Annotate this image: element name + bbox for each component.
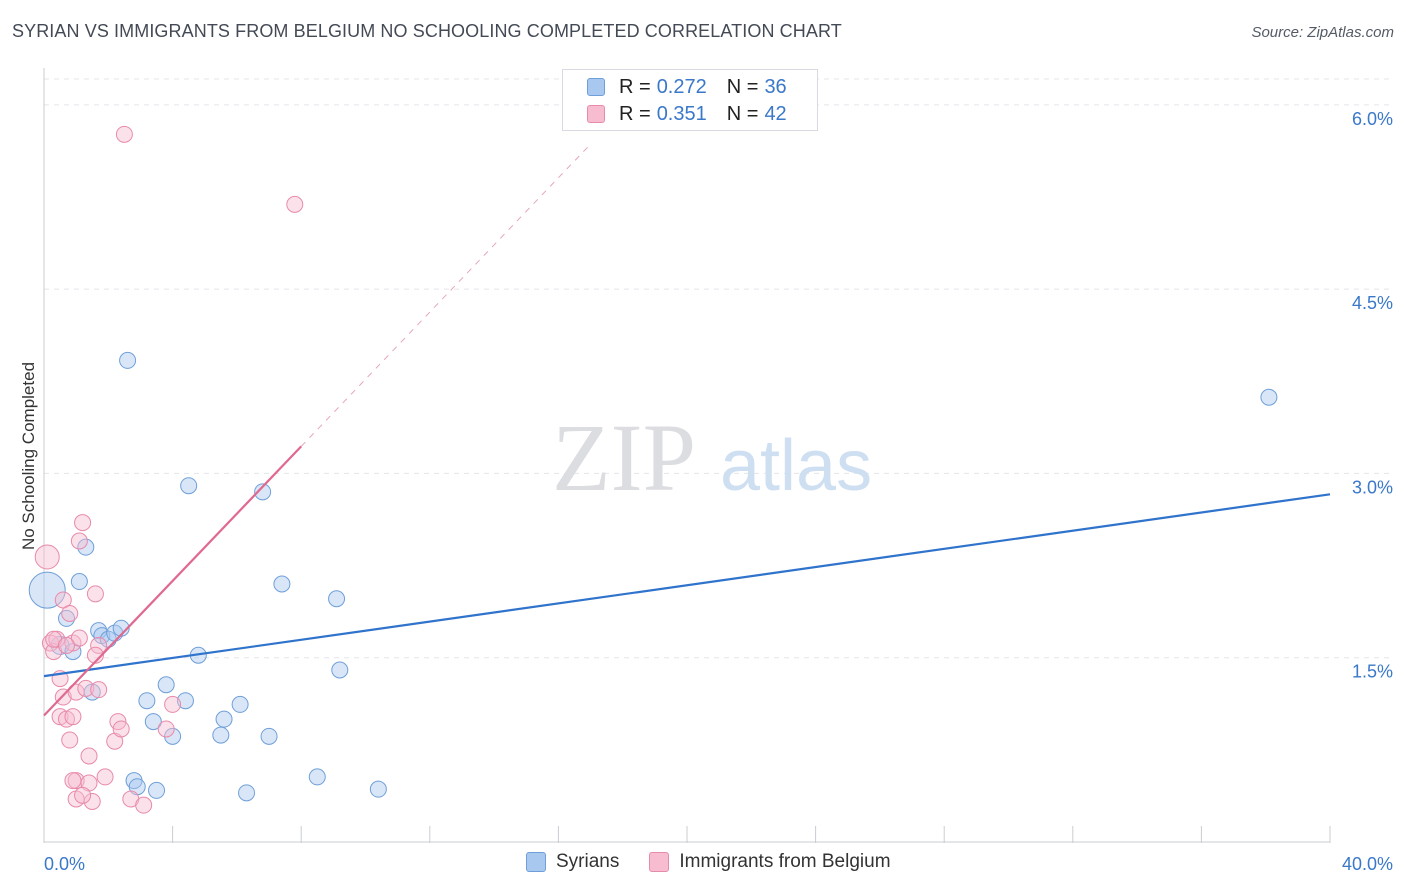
series-name-syrians: Syrians <box>556 851 620 872</box>
belgium-point <box>74 786 92 804</box>
belgium-point <box>115 125 133 143</box>
chart-title: SYRIAN VS IMMIGRANTS FROM BELGIUM NO SCH… <box>12 21 842 41</box>
syrians-point <box>157 676 175 694</box>
data-points <box>28 125 1278 814</box>
syrians-point <box>215 710 233 728</box>
legend-row-belgium: R = 0.351 N = 42 <box>587 101 787 127</box>
legend-n-value: 42 <box>764 102 787 125</box>
syrians-point <box>328 590 346 608</box>
tick-labels: 1.5% 3.0% 4.5% 6.0% 0.0% 40.0% <box>44 109 1393 874</box>
syrians-point <box>308 768 326 786</box>
belgium-point <box>96 768 114 786</box>
syrians-trend-line <box>43 493 1331 678</box>
belgium-trend-extension <box>300 143 591 447</box>
belgium-point <box>58 636 76 654</box>
y-tick-label: 1.5% <box>1352 662 1393 682</box>
syrians-point <box>231 695 249 713</box>
y-tick-label: 6.0% <box>1352 109 1393 129</box>
syrians-point <box>331 661 349 679</box>
belgium-point <box>34 544 60 570</box>
syrians-point <box>180 477 198 495</box>
watermark: ZIP atlas <box>552 404 872 511</box>
syrians-point <box>58 609 76 627</box>
legend-r-value: 0.272 <box>656 75 707 98</box>
y-tick-label: 3.0% <box>1352 477 1393 497</box>
series-legend-syrians[interactable]: Syrians <box>526 851 619 873</box>
watermark-zip: ZIP <box>552 404 696 511</box>
belgium-point <box>61 604 79 622</box>
belgium-point <box>74 514 92 532</box>
belgium-point <box>64 772 82 790</box>
syrians-point <box>273 575 291 593</box>
series-swatch-belgium <box>649 852 670 872</box>
source-label: Source: ZipAtlas.com <box>1251 24 1394 41</box>
belgium-point <box>61 731 79 749</box>
syrians-point <box>1260 388 1278 406</box>
series-name-belgium: Immigrants from Belgium <box>679 851 891 872</box>
y-tick-label: 4.5% <box>1352 293 1393 313</box>
belgium-point <box>135 796 153 814</box>
series-legend: Syrians Immigrants from Belgium <box>526 851 921 873</box>
legend-row-syrians: R = 0.272 N = 36 <box>587 74 787 100</box>
belgium-point <box>83 792 101 810</box>
legend-r-label: R = <box>619 75 651 98</box>
y-axis-label: No Schooling Completed <box>19 362 38 550</box>
belgium-point <box>70 532 88 550</box>
legend-r-label: R = <box>619 102 651 125</box>
syrians-point <box>369 780 387 798</box>
syrians-point <box>119 351 137 369</box>
syrians-point <box>148 781 166 799</box>
belgium-point <box>286 195 304 213</box>
belgium-point <box>157 720 175 738</box>
syrians-point <box>144 713 162 731</box>
belgium-trend-line <box>43 445 302 717</box>
belgium-point <box>112 720 130 738</box>
belgium-point <box>90 681 108 699</box>
belgium-point <box>70 629 88 647</box>
trend-lines <box>43 143 1331 717</box>
syrians-point <box>254 483 272 501</box>
watermark-atlas: atlas <box>720 426 872 506</box>
syrians-point <box>260 727 278 745</box>
correlation-legend: R = 0.272 N = 36 R = 0.351 N = 42 <box>562 69 818 131</box>
syrians-point <box>28 571 66 609</box>
legend-swatch-belgium <box>587 105 605 123</box>
belgium-point <box>80 747 98 765</box>
x-tick-label: 40.0% <box>1342 854 1393 874</box>
grid-lines <box>44 78 1392 659</box>
axes <box>43 68 1331 843</box>
syrians-point <box>238 784 256 802</box>
syrians-point <box>77 538 95 556</box>
belgium-point <box>86 585 104 603</box>
belgium-point <box>64 708 82 726</box>
x-tick-label: 0.0% <box>44 854 85 874</box>
belgium-point <box>77 679 95 697</box>
belgium-point <box>164 695 182 713</box>
belgium-point <box>86 646 104 664</box>
legend-n-label: N = <box>726 102 759 125</box>
legend-n-label: N = <box>726 75 759 98</box>
syrians-point <box>176 692 194 710</box>
series-swatch-syrians <box>526 852 546 872</box>
syrians-point <box>138 692 156 710</box>
belgium-point <box>90 636 108 654</box>
belgium-point <box>67 683 85 701</box>
syrians-point <box>70 573 88 591</box>
legend-r-value: 0.351 <box>656 102 707 125</box>
series-legend-belgium[interactable]: Immigrants from Belgium <box>649 851 891 873</box>
legend-swatch-syrians <box>587 78 605 96</box>
legend-n-value: 36 <box>764 75 787 98</box>
syrians-point <box>212 726 230 744</box>
